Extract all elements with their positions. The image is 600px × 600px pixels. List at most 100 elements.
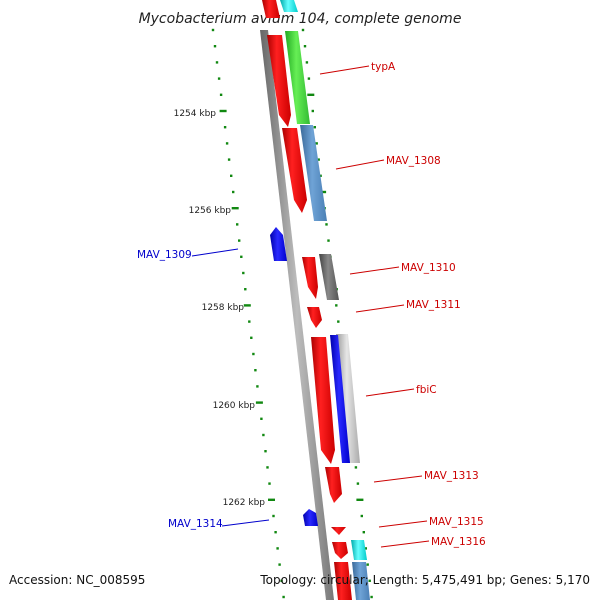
- kbp-tick-major-5: [219, 109, 227, 113]
- kbp-tick-minor-24: [260, 417, 263, 420]
- kbp-tick-minor-6: [223, 126, 227, 129]
- gc-tick-minor-34: [368, 579, 371, 582]
- kbp-label-1262: 1262 kbp: [223, 498, 266, 508]
- gene-MAV_1316[interactable]: [332, 542, 348, 559]
- kbp-tick-minor-21: [254, 369, 257, 372]
- cog-partial-top[interactable]: [280, 0, 298, 12]
- kbp-tick-minor-14: [240, 255, 243, 258]
- kbp-tick-minor-31: [274, 531, 277, 534]
- gc-tick-minor-1: [303, 45, 307, 48]
- gene-forward-partial-bottom[interactable]: [334, 562, 352, 600]
- reverse-label-lines: [191, 248, 270, 527]
- gene-typA[interactable]: [267, 35, 291, 127]
- kbp-tick-major-11: [231, 207, 239, 210]
- gc-tick-minor-18: [337, 320, 340, 323]
- kbp-tick-minor-8: [227, 158, 231, 161]
- kbp-tick-minor-25: [262, 433, 265, 437]
- gc-tick-minor-3: [307, 77, 311, 80]
- gene-MAV_1308[interactable]: [282, 128, 307, 213]
- label-MAV_1309[interactable]: MAV_1309: [137, 249, 192, 261]
- cog-box-MAV_1310[interactable]: [319, 254, 339, 300]
- kbp-tick-minor-7: [225, 142, 229, 145]
- gc-tick-minor-7: [315, 142, 318, 145]
- kbp-tick-minor-20: [252, 352, 255, 356]
- gc-tick-minor-28: [356, 482, 360, 485]
- kbp-tick-major-23: [255, 401, 263, 404]
- gc-tick-minor-5: [311, 109, 314, 113]
- label-MAV_1311[interactable]: MAV_1311: [406, 299, 461, 311]
- cog-box-MAV_1316[interactable]: [351, 540, 367, 560]
- genome-summary-text: Topology: circular; Length: 5,475,491 bp…: [260, 573, 590, 587]
- kbp-tick-minor-13: [238, 239, 241, 242]
- kbp-label-1254: 1254 kbp: [174, 109, 217, 119]
- label-MAV_1315[interactable]: MAV_1315: [429, 516, 484, 528]
- gc-tick-minor-31: [362, 531, 365, 534]
- gc-tick-major-4: [307, 93, 315, 96]
- label-MAV_1310[interactable]: MAV_1310: [401, 262, 456, 274]
- kbp-tick-minor-33: [278, 563, 281, 566]
- kbp-tick-major-29: [268, 498, 275, 501]
- genome-backbone: [260, 30, 334, 600]
- kbp-tick-minor-35: [282, 595, 285, 599]
- gene-MAV_1313[interactable]: [325, 467, 342, 503]
- kbp-tick-minor-16: [244, 288, 247, 291]
- kbp-label-1256: 1256 kbp: [189, 206, 232, 216]
- gc-tick-minor-33: [366, 563, 369, 566]
- kbp-label-1260: 1260 kbp: [213, 401, 256, 411]
- gene-MAV_1311[interactable]: [307, 307, 322, 328]
- kbp-tick-minor-15: [242, 271, 245, 275]
- gc-tick-major-29: [356, 498, 364, 501]
- gc-tick-minor-32: [364, 547, 367, 550]
- gc-tick-minor-6: [313, 126, 316, 129]
- kbp-tick-minor-27: [266, 466, 269, 469]
- gene-MAV_1314[interactable]: [303, 509, 318, 526]
- kbp-label-1258: 1258 kbp: [202, 303, 245, 313]
- kbp-tick-minor-28: [268, 482, 271, 485]
- gc-tick-minor-8: [317, 158, 320, 161]
- gc-tick-minor-27: [354, 466, 358, 469]
- kbp-tick-minor-9: [230, 174, 233, 177]
- kbp-tick-minor-26: [264, 450, 267, 453]
- cog-box-MAV_1308[interactable]: [300, 125, 327, 221]
- kbp-tick-minor-2: [215, 61, 219, 64]
- kbp-tick-minor-12: [236, 223, 239, 226]
- kbp-tick-minor-4: [219, 93, 223, 96]
- gene-MAV_1310[interactable]: [302, 257, 318, 299]
- kbp-tick-minor-1: [213, 45, 217, 48]
- cog-partial-bottom[interactable]: [352, 562, 370, 600]
- gene-MAV_1315[interactable]: [331, 527, 346, 535]
- kbp-tick-minor-18: [248, 320, 251, 323]
- kbp-tick-minor-30: [272, 514, 275, 518]
- gc-tick-minor-13: [327, 239, 330, 242]
- map-title: Mycobacterium avium 104, complete genome: [139, 11, 462, 27]
- label-typA[interactable]: typA: [371, 61, 396, 73]
- label-MAV_1316[interactable]: MAV_1316: [431, 536, 486, 548]
- gene-MAV_1309[interactable]: [270, 227, 287, 261]
- cog-box-typA[interactable]: [285, 31, 310, 124]
- forward-label-lines: [319, 65, 430, 548]
- label-MAV_1314[interactable]: MAV_1314: [168, 518, 223, 530]
- gene-forward-partial-top[interactable]: [262, 0, 280, 18]
- label-fbiC[interactable]: fbiC: [416, 384, 437, 396]
- kbp-scale-ticks: [211, 28, 285, 599]
- kbp-tick-minor-34: [280, 579, 283, 582]
- gc-tick-minor-2: [305, 61, 309, 64]
- label-MAV_1313[interactable]: MAV_1313: [424, 470, 479, 482]
- gc-tick-minor-17: [335, 304, 338, 307]
- cog-box-fbiC-outer[interactable]: [336, 334, 360, 463]
- gc-tick-minor-30: [360, 514, 363, 518]
- kbp-tick-minor-3: [217, 77, 221, 80]
- gene-fbiC[interactable]: [311, 337, 335, 464]
- kbp-tick-minor-0: [211, 28, 215, 32]
- kbp-tick-minor-22: [256, 385, 259, 388]
- gc-tick-minor-0: [301, 28, 305, 32]
- gc-tick-minor-9: [319, 174, 322, 177]
- kbp-tick-minor-32: [276, 547, 279, 550]
- accession-text: Accession: NC_008595: [9, 573, 146, 587]
- cog-box-fbiC[interactable]: [330, 335, 350, 463]
- label-MAV_1308[interactable]: MAV_1308: [386, 155, 441, 167]
- kbp-tick-minor-19: [250, 336, 253, 339]
- gc-tick-minor-12: [325, 223, 328, 226]
- kbp-tick-major-17: [243, 304, 251, 307]
